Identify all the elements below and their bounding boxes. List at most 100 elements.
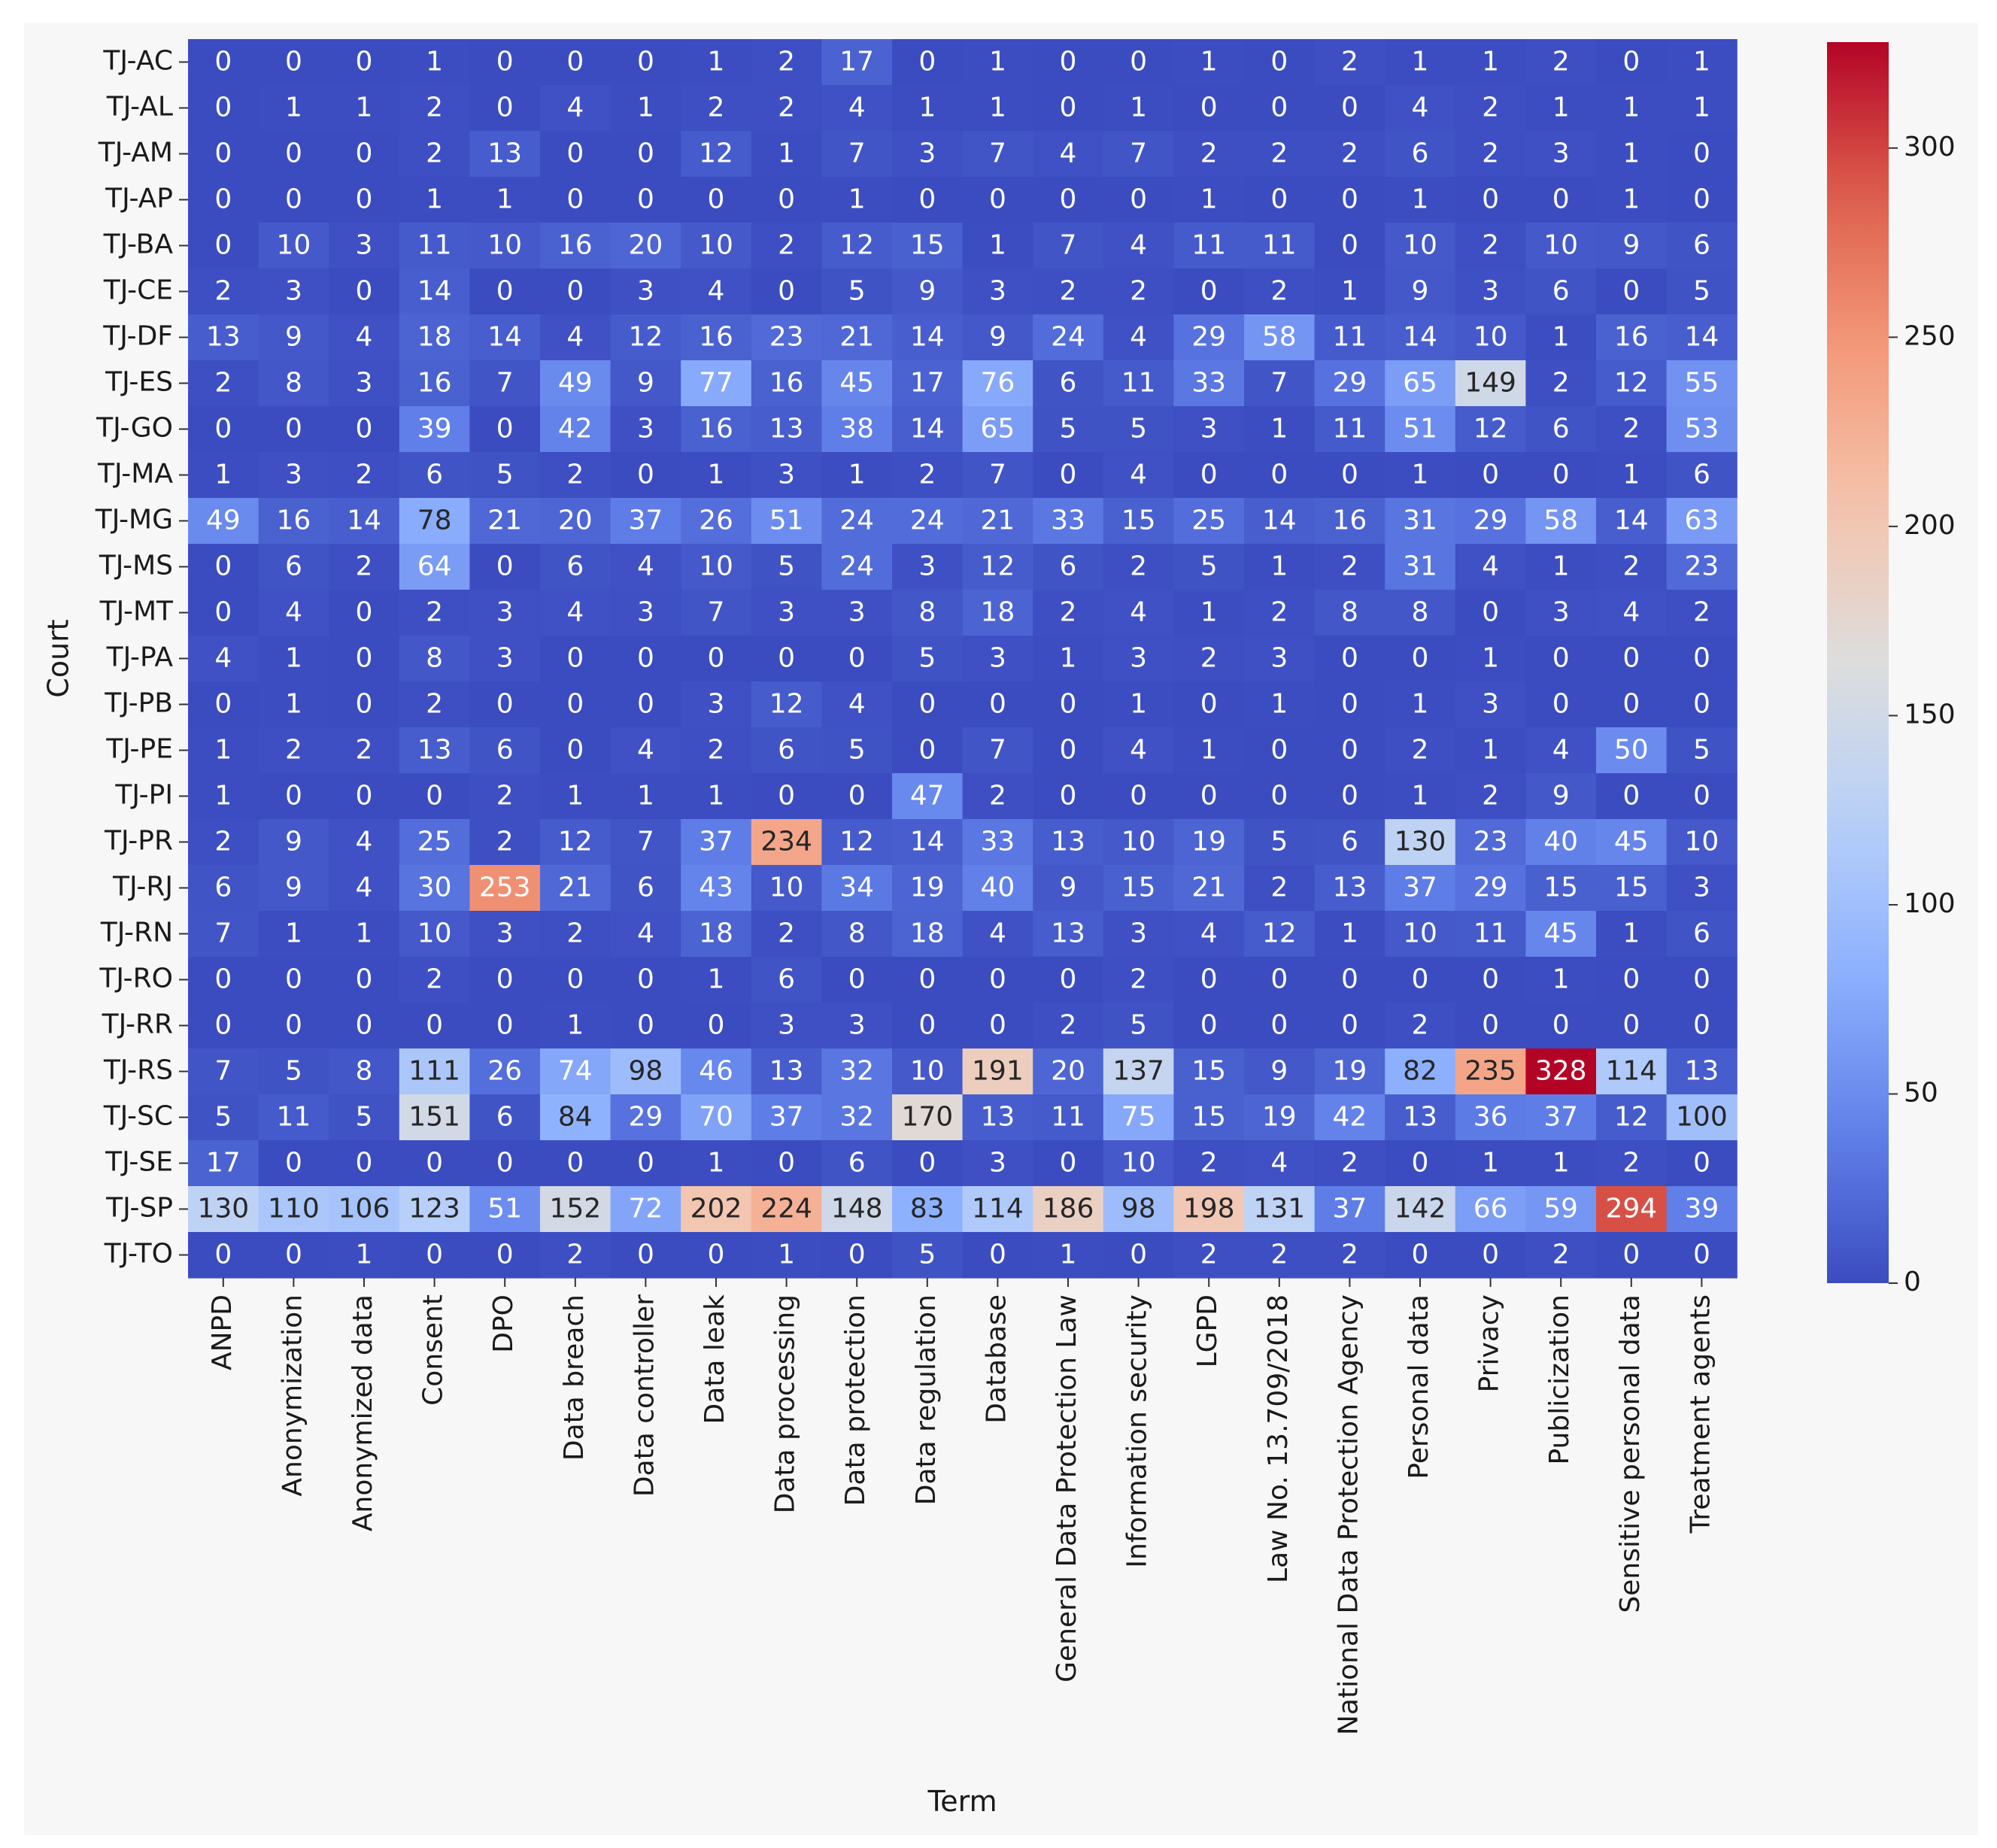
cell-value-label: 13 [1332, 872, 1367, 903]
heatmap-cell [1244, 911, 1316, 957]
cell-value-label: 0 [214, 93, 232, 123]
cell-value-label: 6 [778, 964, 795, 995]
cell-value-label: 0 [1341, 230, 1358, 261]
heatmap-chart: 0 0 0 1 0 0 0 1 2 17 0 1 0 0 1 0 2 1 1 2 0 10 1 1 2 0 4 1 2 2 4 1 1 0 1 0 0 0… [42, 39, 1956, 1818]
cell-value-label: 25 [1191, 505, 1226, 536]
heatmap-cell [681, 1094, 752, 1141]
cell-value-label: 3 [285, 460, 302, 490]
heatmap-cell [1103, 911, 1174, 957]
heatmap-cell [1033, 452, 1104, 499]
heatmap-cell [1385, 223, 1456, 269]
heatmap-cell [329, 773, 400, 820]
cell-value-label: 2 [1622, 551, 1640, 582]
cell-value-label: 1 [496, 184, 514, 215]
heatmap-cell [681, 269, 752, 315]
heatmap-cell [540, 911, 612, 957]
cell-value-label: 1 [1412, 184, 1429, 215]
cell-value-label: 3 [989, 276, 1006, 307]
heatmap-cell [258, 1186, 329, 1233]
heatmap-cell [1596, 85, 1668, 132]
heatmap-cell [962, 773, 1033, 820]
heatmap-cell [188, 1232, 259, 1279]
heatmap-cell [1525, 773, 1597, 820]
cell-value-label: 0 [496, 1148, 514, 1179]
cell-value-label: 2 [1552, 368, 1570, 399]
cell-value-label: 2 [356, 460, 373, 490]
cell-value-label: 11 [1473, 918, 1508, 949]
heatmap-cell [399, 727, 470, 774]
cell-value-label: 2 [1552, 47, 1570, 77]
cell-value-label: 2 [1341, 1148, 1358, 1179]
cell-value-label: 98 [628, 1056, 663, 1087]
heatmap-cell [1596, 269, 1668, 315]
heatmap-cell [540, 1140, 612, 1187]
cell-value-label: 4 [708, 276, 725, 307]
cell-value-label: 0 [1622, 643, 1640, 674]
cell-value-label: 0 [637, 184, 654, 215]
cell-value-label: 4 [356, 827, 373, 857]
cell-value-label: 3 [989, 1148, 1006, 1179]
cell-value-label: 0 [1200, 964, 1218, 995]
cell-value-label: 130 [1395, 827, 1446, 857]
cell-value-label: 0 [214, 47, 232, 77]
cell-value-label: 1 [1270, 414, 1288, 445]
heatmap-cell [1244, 865, 1316, 912]
cell-value-label: 0 [214, 138, 232, 169]
heatmap-cell [1173, 1048, 1245, 1095]
heatmap-cell [188, 498, 259, 545]
cell-value-label: 6 [566, 551, 584, 582]
heatmap-cell [821, 590, 893, 636]
cell-value-label: 0 [285, 1240, 302, 1270]
heatmap-cell [1103, 269, 1174, 315]
heatmap-cell [821, 360, 893, 407]
cell-value-label: 14 [1614, 505, 1649, 536]
heatmap-cell [188, 819, 259, 866]
cell-value-label: 6 [1060, 551, 1077, 582]
heatmap-cell [469, 911, 541, 957]
heatmap-cell [1244, 452, 1316, 499]
heatmap-cell [540, 727, 612, 774]
cell-value-label: 39 [1684, 1194, 1719, 1224]
heatmap-cell [962, 1140, 1033, 1187]
cell-value-label: 2 [496, 827, 514, 857]
heatmap-cell [1596, 1232, 1668, 1279]
heatmap-cell [1314, 406, 1385, 453]
cell-value-label: 9 [1552, 781, 1570, 812]
y-tick-label: TJ-TO [104, 1239, 173, 1270]
heatmap-cell [1244, 636, 1316, 682]
cell-value-label: 9 [1622, 230, 1640, 261]
heatmap-cell [399, 819, 470, 866]
cell-value-label: 0 [1060, 781, 1077, 812]
cell-value-label: 2 [285, 735, 302, 766]
cell-value-label: 234 [760, 827, 812, 857]
heatmap-cell [399, 1140, 470, 1187]
cell-value-label: 2 [566, 1240, 584, 1270]
heatmap-cell [1173, 1003, 1245, 1049]
cell-value-label: 0 [778, 276, 795, 307]
cell-value-label: 16 [1332, 505, 1367, 536]
cell-value-label: 19 [1262, 1102, 1297, 1133]
heatmap-cell [1596, 1094, 1668, 1141]
cell-value-label: 2 [989, 781, 1006, 812]
heatmap-cell [188, 636, 259, 682]
cell-value-label: 4 [566, 93, 584, 123]
cell-value-label: 5 [918, 643, 936, 674]
y-tick-label: TJ-MT [99, 596, 174, 627]
cell-value-label: 0 [637, 1010, 654, 1041]
heatmap-cell [399, 1186, 470, 1233]
cell-value-label: 37 [628, 505, 663, 536]
cell-value-label: 1 [1552, 551, 1570, 582]
cell-value-label: 7 [989, 138, 1006, 169]
heatmap-cell [1596, 1048, 1668, 1095]
heatmap-cell [1455, 269, 1526, 315]
heatmap-cell [1314, 590, 1385, 636]
cell-value-label: 1 [1552, 93, 1570, 123]
heatmap-cell [821, 1186, 893, 1233]
cell-value-label: 1 [708, 1148, 725, 1179]
heatmap-cell [399, 957, 470, 1003]
cell-value-label: 17 [839, 47, 874, 77]
heatmap-cell [821, 131, 893, 178]
y-tick-label: TJ-PB [104, 688, 173, 719]
heatmap-cell [188, 727, 259, 774]
heatmap-cell [1033, 131, 1104, 178]
